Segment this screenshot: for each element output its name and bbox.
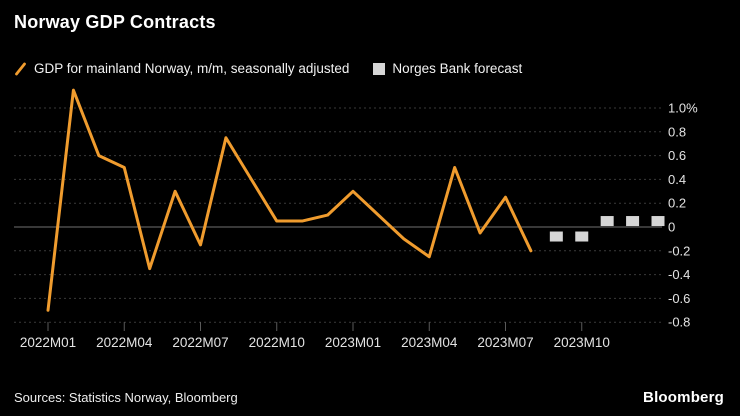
x-axis-label: 2023M10 — [554, 335, 610, 350]
y-axis-label: -0.2 — [668, 243, 690, 258]
legend-label-gdp: GDP for mainland Norway, m/m, seasonally… — [34, 61, 350, 76]
x-axis-label: 2022M01 — [20, 335, 76, 350]
y-axis-label: 0 — [668, 220, 675, 235]
x-axis-label: 2023M07 — [477, 335, 533, 350]
x-axis-label: 2023M04 — [401, 335, 458, 350]
sources-text: Sources: Statistics Norway, Bloomberg — [14, 390, 238, 405]
forecast-square-marker — [651, 216, 665, 227]
y-axis-label: 0.8 — [668, 124, 686, 139]
legend-item-forecast: Norges Bank forecast — [373, 61, 522, 76]
y-axis-label: 0.2 — [668, 196, 686, 211]
line-series-marker-icon — [15, 62, 26, 75]
x-axis-label: 2022M07 — [172, 335, 228, 350]
forecast-square-icon — [373, 62, 386, 75]
y-axis-label: -0.8 — [668, 315, 690, 330]
y-axis-label: 1.0% — [668, 101, 698, 116]
x-axis-label: 2022M10 — [249, 335, 305, 350]
footer: Sources: Statistics Norway, Bloomberg Bl… — [14, 389, 724, 406]
y-axis-label: -0.4 — [668, 267, 690, 282]
bloomberg-logo: Bloomberg — [643, 389, 724, 406]
y-axis-label: -0.6 — [668, 291, 690, 306]
legend-label-forecast: Norges Bank forecast — [392, 61, 523, 76]
forecast-square-marker — [626, 216, 640, 227]
forecast-square-marker — [549, 231, 563, 242]
legend-item-gdp: GDP for mainland Norway, m/m, seasonally… — [14, 61, 349, 76]
forecast-square-marker — [575, 231, 589, 242]
y-axis-label: 0.6 — [668, 148, 686, 163]
legend: GDP for mainland Norway, m/m, seasonally… — [14, 61, 522, 76]
forecast-square-marker — [600, 216, 614, 227]
x-axis-label: 2022M04 — [96, 335, 153, 350]
x-axis-label: 2023M01 — [325, 335, 381, 350]
chart-title: Norway GDP Contracts — [14, 12, 216, 32]
gdp-series-line — [46, 88, 533, 312]
y-axis-label: 0.4 — [668, 172, 686, 187]
